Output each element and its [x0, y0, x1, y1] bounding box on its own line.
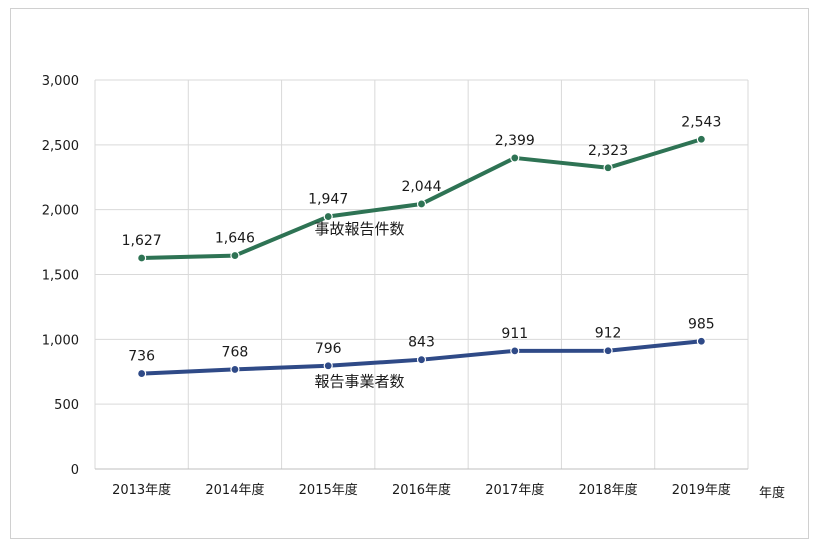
data-point: [696, 134, 706, 144]
data-point: [230, 250, 240, 261]
data-label: 911: [501, 326, 528, 342]
y-tick-label: 1,000: [42, 333, 79, 348]
data-point: [696, 336, 706, 346]
grid-lines: [94, 79, 749, 470]
x-tick-label: 2017年度: [485, 482, 544, 498]
x-tick-label: 2019年度: [672, 482, 731, 498]
x-axis-ticks: 2013年度 2014年度 2015年度 2016年度 2017年度 2018年度 2019…: [112, 482, 731, 498]
x-axis-label: 年度: [759, 485, 785, 501]
data-label: 796: [315, 341, 342, 357]
data-label: 2,543: [681, 114, 721, 130]
y-tick-label: 2,000: [42, 204, 79, 219]
data-label: 912: [595, 326, 622, 342]
series-2: 736 768 796 843 911 912 985 報告事業者数: [128, 316, 714, 390]
data-point: [603, 346, 613, 356]
data-label: 2,323: [588, 143, 628, 159]
x-tick-label: 2018年度: [579, 482, 638, 498]
series-group: 1,627 1,646 1,947 2,044 2,399 2,323 2,543 事故報告件…: [122, 114, 722, 390]
series-1: 1,627 1,646 1,947 2,044 2,399 2,323 2,543 事故報告件…: [122, 114, 721, 263]
series-name-label: 報告事業者数: [314, 373, 404, 391]
data-point: [416, 199, 427, 209]
x-tick-label: 2014年度: [205, 482, 264, 498]
data-label: 843: [408, 335, 435, 351]
y-tick-label: 2,500: [42, 139, 79, 154]
data-point: [230, 364, 240, 375]
data-label: 736: [128, 349, 155, 365]
data-label: 985: [688, 316, 715, 332]
data-point: [137, 253, 147, 263]
data-label: 1,646: [215, 231, 255, 247]
y-tick-label: 500: [54, 398, 79, 413]
data-label: 2,044: [401, 179, 441, 195]
y-axis-ticks: 0 500 1,000 1,500 2,000 2,500 3,000: [42, 74, 79, 478]
x-tick-label: 2015年度: [299, 482, 358, 498]
data-point: [323, 361, 333, 371]
x-tick-label: 2013年度: [112, 482, 171, 498]
y-tick-label: 1,500: [42, 269, 79, 284]
data-label: 1,627: [122, 233, 162, 249]
x-tick-label: 2016年度: [392, 482, 451, 498]
chart-frame: [10, 8, 809, 539]
data-label: 2,399: [495, 133, 535, 149]
data-label: 1,947: [308, 192, 348, 208]
series-name-label: 事故報告件数: [314, 220, 404, 238]
data-point: [416, 355, 427, 365]
data-point: [510, 346, 520, 356]
data-point: [603, 163, 613, 173]
y-tick-label: 0: [71, 463, 79, 478]
y-tick-label: 3,000: [42, 74, 79, 89]
data-point: [510, 153, 520, 163]
data-point: [323, 211, 333, 222]
data-label: 768: [222, 344, 249, 360]
data-point: [137, 368, 147, 379]
